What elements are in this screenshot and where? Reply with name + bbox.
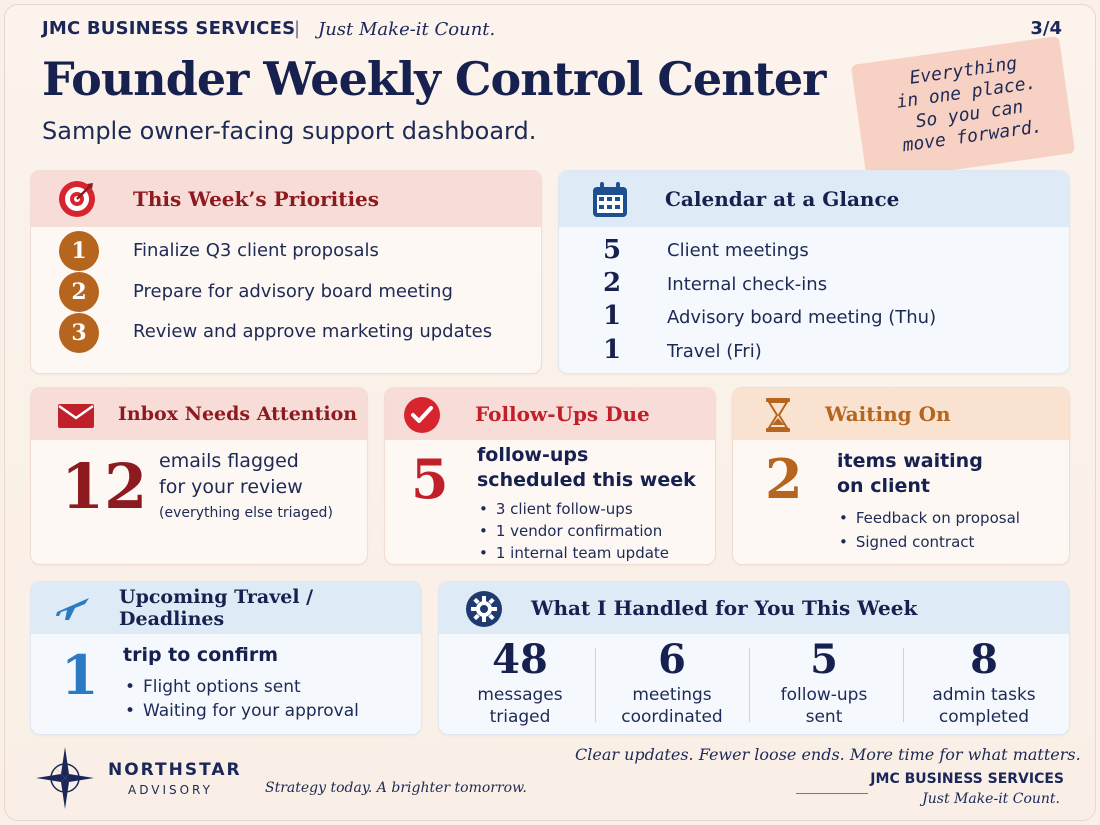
stat-label: follow-ups sent xyxy=(780,685,868,727)
footer-tagline: Just Make-it Count. xyxy=(922,791,1060,807)
waiting-count: 2 xyxy=(765,447,803,511)
gear-icon xyxy=(466,591,502,627)
travel-card: Upcoming Travel / Deadlines 1 trip to co… xyxy=(30,581,422,735)
calendar-title: Calendar at a Glance xyxy=(665,187,900,211)
followups-list: 3 client follow-ups 1 vendor confirmatio… xyxy=(479,498,669,564)
calendar-count-3: 1 xyxy=(602,301,622,331)
list-item: 1 internal team update xyxy=(479,542,669,564)
inbox-count: 12 xyxy=(61,450,148,523)
check-circle-icon xyxy=(404,397,440,433)
stat-value: 48 xyxy=(492,636,548,683)
stat-value: 8 xyxy=(970,636,998,683)
stat-value: 5 xyxy=(810,636,838,683)
priority-badge-2: 2 xyxy=(59,272,99,312)
stat-messages: 48 messages triaged xyxy=(445,640,595,728)
followups-header: Follow-Ups Due xyxy=(385,388,715,440)
footer-brand: JMC BUSINESS SERVICES xyxy=(870,771,1064,787)
envelope-icon xyxy=(58,404,94,428)
waiting-line-2: on client xyxy=(837,475,930,497)
travel-line-1: trip to confirm xyxy=(123,644,279,666)
followups-line-2: scheduled this week xyxy=(477,469,696,491)
calendar-item-2: Internal check-ins xyxy=(667,274,828,295)
northstar-logo-name: NORTHSTAR xyxy=(108,760,242,780)
waiting-card: Waiting On 2 items waiting on client Fee… xyxy=(732,387,1070,565)
followups-count: 5 xyxy=(411,447,449,511)
page-number: 3/4 xyxy=(1030,18,1062,39)
priorities-card: This Week’s Priorities 1 Finalize Q3 cli… xyxy=(30,170,542,374)
divider xyxy=(595,648,596,722)
handled-title: What I Handled for You This Week xyxy=(531,596,918,620)
waiting-line-1: items waiting xyxy=(837,450,983,472)
stat-label: admin tasks completed xyxy=(932,685,1036,727)
airplane-icon xyxy=(56,598,89,620)
inbox-line-1: emails flagged xyxy=(159,450,299,472)
stat-followups: 5 follow-ups sent xyxy=(749,640,899,728)
handled-header: What I Handled for You This Week xyxy=(439,582,1069,634)
priority-item-2: Prepare for advisory board meeting xyxy=(133,281,453,302)
waiting-title: Waiting On xyxy=(825,402,951,426)
brand-separator: | xyxy=(294,18,301,39)
footer-divider xyxy=(796,793,868,794)
followups-line-1: follow-ups xyxy=(477,444,589,466)
calendar-item-3: Advisory board meeting (Thu) xyxy=(667,307,937,328)
list-item: 3 client follow-ups xyxy=(479,498,669,520)
brand-name: JMC BUSINESS SERVICES xyxy=(42,18,296,39)
priority-badge-1: 1 xyxy=(59,231,99,271)
waiting-header: Waiting On xyxy=(733,388,1069,440)
priorities-header: This Week’s Priorities xyxy=(31,171,541,227)
target-icon xyxy=(59,181,95,217)
priority-item-3: Review and approve marketing updates xyxy=(133,321,493,342)
travel-count: 1 xyxy=(61,643,99,707)
priority-item-1: Finalize Q3 client proposals xyxy=(133,240,379,261)
followups-title: Follow-Ups Due xyxy=(475,402,650,426)
calendar-count-1: 5 xyxy=(602,235,622,265)
priority-badge-3: 3 xyxy=(59,313,99,353)
compass-logo-icon xyxy=(36,747,94,809)
stat-meetings: 6 meetings coordinated xyxy=(597,640,747,728)
calendar-count-2: 2 xyxy=(602,268,622,298)
list-item: Flight options sent xyxy=(125,675,359,699)
calendar-header: Calendar at a Glance xyxy=(559,171,1069,227)
calendar-item-4: Travel (Fri) xyxy=(667,341,762,362)
calendar-count-4: 1 xyxy=(602,335,622,365)
list-item: Feedback on proposal xyxy=(839,506,1020,530)
stat-admin: 8 admin tasks completed xyxy=(909,640,1059,728)
inbox-line-2: for your review xyxy=(159,476,303,498)
priorities-title: This Week’s Priorities xyxy=(133,187,380,211)
stat-label: meetings coordinated xyxy=(621,685,723,727)
calendar-item-1: Client meetings xyxy=(667,240,809,261)
footer-slogan: Clear updates. Fewer loose ends. More ti… xyxy=(575,745,1081,764)
calendar-card: Calendar at a Glance 5 Client meetings 2… xyxy=(558,170,1070,374)
list-item: Signed contract xyxy=(839,530,1020,554)
followups-card: Follow-Ups Due 5 follow-ups scheduled th… xyxy=(384,387,716,565)
northstar-logo-subtitle: ADVISORY xyxy=(128,783,213,797)
divider xyxy=(749,648,750,722)
waiting-list: Feedback on proposal Signed contract xyxy=(839,506,1020,554)
calendar-icon xyxy=(593,182,627,217)
brand-tagline: Just Make-it Count. xyxy=(318,19,496,40)
hourglass-icon xyxy=(766,398,790,432)
travel-list: Flight options sent Waiting for your app… xyxy=(125,675,359,723)
inbox-card: Inbox Needs Attention 12 emails flagged … xyxy=(30,387,368,565)
inbox-header: Inbox Needs Attention xyxy=(31,388,367,440)
inbox-note: (everything else triaged) xyxy=(159,505,333,521)
inbox-title: Inbox Needs Attention xyxy=(118,403,358,425)
list-item: 1 vendor confirmation xyxy=(479,520,669,542)
stat-value: 6 xyxy=(658,636,686,683)
northstar-tagline: Strategy today. A brighter tomorrow. xyxy=(265,780,527,796)
page-subtitle: Sample owner-facing support dashboard. xyxy=(42,117,537,145)
handled-card: What I Handled for You This Week 48 mess… xyxy=(438,581,1070,735)
travel-title: Upcoming Travel / Deadlines xyxy=(119,586,314,630)
page-title: Founder Weekly Control Center xyxy=(42,52,826,106)
list-item: Waiting for your approval xyxy=(125,699,359,723)
travel-header: Upcoming Travel / Deadlines xyxy=(31,582,421,634)
divider xyxy=(903,648,904,722)
stat-label: messages triaged xyxy=(477,685,563,727)
